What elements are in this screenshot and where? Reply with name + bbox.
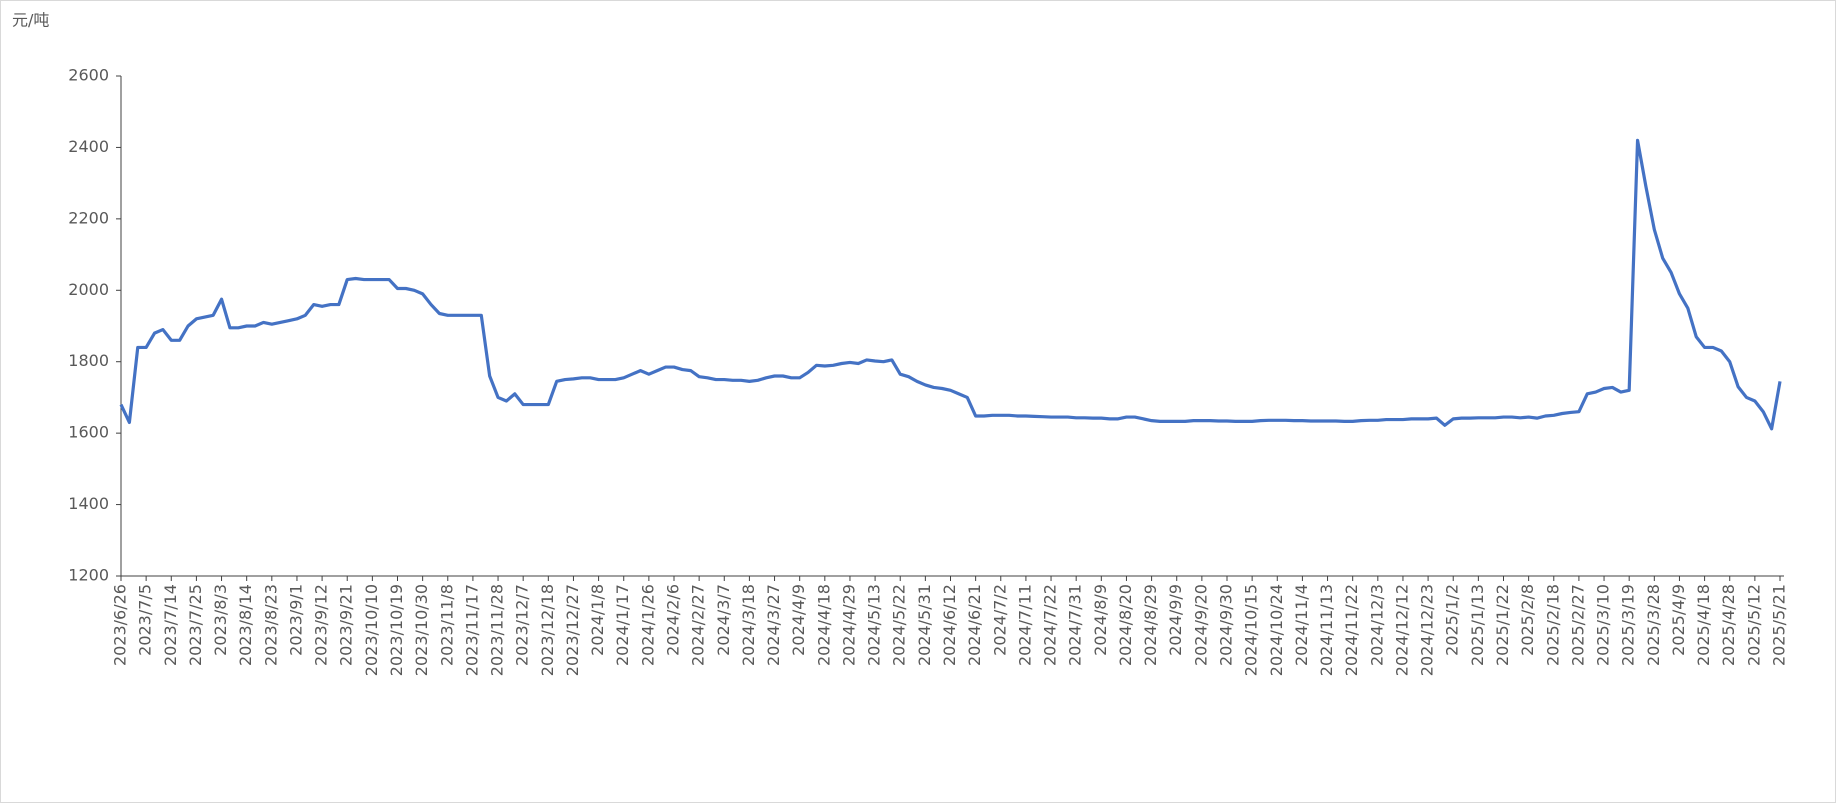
x-tick-label: 2024/12/23: [1418, 584, 1437, 676]
x-tick-label: 2024/10/15: [1242, 584, 1261, 676]
x-tick-label: 2024/5/13: [865, 584, 884, 666]
x-tick-label: 2023/10/10: [362, 584, 381, 676]
x-tick-label: 2025/5/12: [1744, 584, 1763, 666]
x-tick-label: 2024/8/20: [1116, 584, 1135, 666]
y-tick-label: 2200: [68, 208, 109, 227]
x-tick-label: 2023/8/3: [211, 584, 230, 656]
x-tick-label: 2023/9/12: [312, 584, 331, 666]
y-tick-label: 2400: [68, 137, 109, 156]
x-tick-label: 2024/4/29: [839, 584, 858, 666]
x-tick-label: 2025/4/18: [1694, 584, 1713, 666]
x-tick-label: 2024/7/11: [1015, 584, 1034, 666]
x-tick-label: 2024/7/2: [990, 584, 1009, 656]
y-tick-label: 2600: [68, 66, 109, 85]
x-tick-label: 2024/8/29: [1141, 584, 1160, 666]
x-tick-label: 2024/2/6: [664, 584, 683, 656]
y-tick-label: 1400: [68, 494, 109, 513]
x-tick-label: 2023/7/5: [136, 584, 155, 656]
y-axis-label: 元/吨: [12, 11, 49, 30]
x-tick-label: 2024/1/8: [588, 584, 607, 656]
x-tick-label: 2024/3/18: [739, 584, 758, 666]
x-tick-label: 2024/11/22: [1342, 584, 1361, 676]
x-tick-label: 2023/9/1: [286, 584, 305, 656]
x-tick-label: 2023/9/21: [337, 584, 356, 666]
x-tick-label: 2025/1/13: [1468, 584, 1487, 666]
x-tick-label: 2023/10/19: [387, 584, 406, 676]
x-tick-label: 2025/2/18: [1543, 584, 1562, 666]
x-tick-label: 2024/10/24: [1267, 584, 1286, 676]
x-tick-label: 2024/12/12: [1392, 584, 1411, 676]
x-tick-label: 2024/2/27: [689, 584, 708, 666]
x-tick-label: 2023/12/27: [563, 584, 582, 676]
x-tick-label: 2025/1/22: [1493, 584, 1512, 666]
x-tick-label: 2024/4/9: [789, 584, 808, 656]
x-tick-label: 2024/3/7: [714, 584, 733, 656]
x-tick-label: 2024/9/20: [1191, 584, 1210, 666]
x-tick-label: 2024/9/30: [1217, 584, 1236, 666]
x-tick-label: 2025/5/21: [1770, 584, 1789, 666]
x-tick-label: 2023/11/17: [462, 584, 481, 676]
x-tick-label: 2025/1/2: [1443, 584, 1462, 656]
x-tick-label: 2024/3/27: [764, 584, 783, 666]
x-tick-label: 2025/2/8: [1518, 584, 1537, 656]
y-tick-label: 1600: [68, 423, 109, 442]
x-tick-label: 2023/6/26: [111, 584, 130, 666]
x-tick-label: 2024/6/21: [965, 584, 984, 666]
x-tick-label: 2024/1/17: [613, 584, 632, 666]
x-tick-label: 2025/2/27: [1568, 584, 1587, 666]
x-tick-label: 2023/7/14: [161, 584, 180, 666]
y-tick-label: 1800: [68, 351, 109, 370]
x-tick-label: 2023/12/7: [513, 584, 532, 666]
x-tick-label: 2024/6/12: [940, 584, 959, 666]
x-tick-label: 2024/5/31: [915, 584, 934, 666]
x-tick-label: 2024/11/13: [1317, 584, 1336, 676]
x-tick-label: 2025/4/28: [1719, 584, 1738, 666]
x-tick-label: 2025/3/19: [1619, 584, 1638, 666]
x-tick-label: 2024/5/22: [890, 584, 909, 666]
x-tick-label: 2023/12/18: [538, 584, 557, 676]
x-tick-label: 2024/4/18: [814, 584, 833, 666]
x-tick-label: 2024/7/31: [1066, 584, 1085, 666]
x-tick-label: 2025/4/9: [1669, 584, 1688, 656]
x-tick-label: 2025/3/10: [1594, 584, 1613, 666]
x-tick-label: 2023/11/8: [437, 584, 456, 666]
x-tick-label: 2024/11/4: [1292, 584, 1311, 666]
x-tick-label: 2025/3/28: [1644, 584, 1663, 666]
price-line: [119, 138, 1782, 431]
x-tick-label: 2023/8/23: [261, 584, 280, 666]
x-tick-label: 2024/1/26: [638, 584, 657, 666]
x-tick-label: 2023/11/28: [488, 584, 507, 676]
x-tick-label: 2024/12/3: [1367, 584, 1386, 666]
x-tick-label: 2023/10/30: [412, 584, 431, 676]
x-tick-label: 2024/8/9: [1091, 584, 1110, 656]
y-tick-label: 2000: [68, 280, 109, 299]
y-tick-label: 1200: [68, 566, 109, 585]
x-tick-label: 2023/8/14: [236, 584, 255, 666]
x-tick-label: 2023/7/25: [186, 584, 205, 666]
x-tick-label: 2024/9/9: [1166, 584, 1185, 656]
x-tick-label: 2024/7/22: [1041, 584, 1060, 666]
